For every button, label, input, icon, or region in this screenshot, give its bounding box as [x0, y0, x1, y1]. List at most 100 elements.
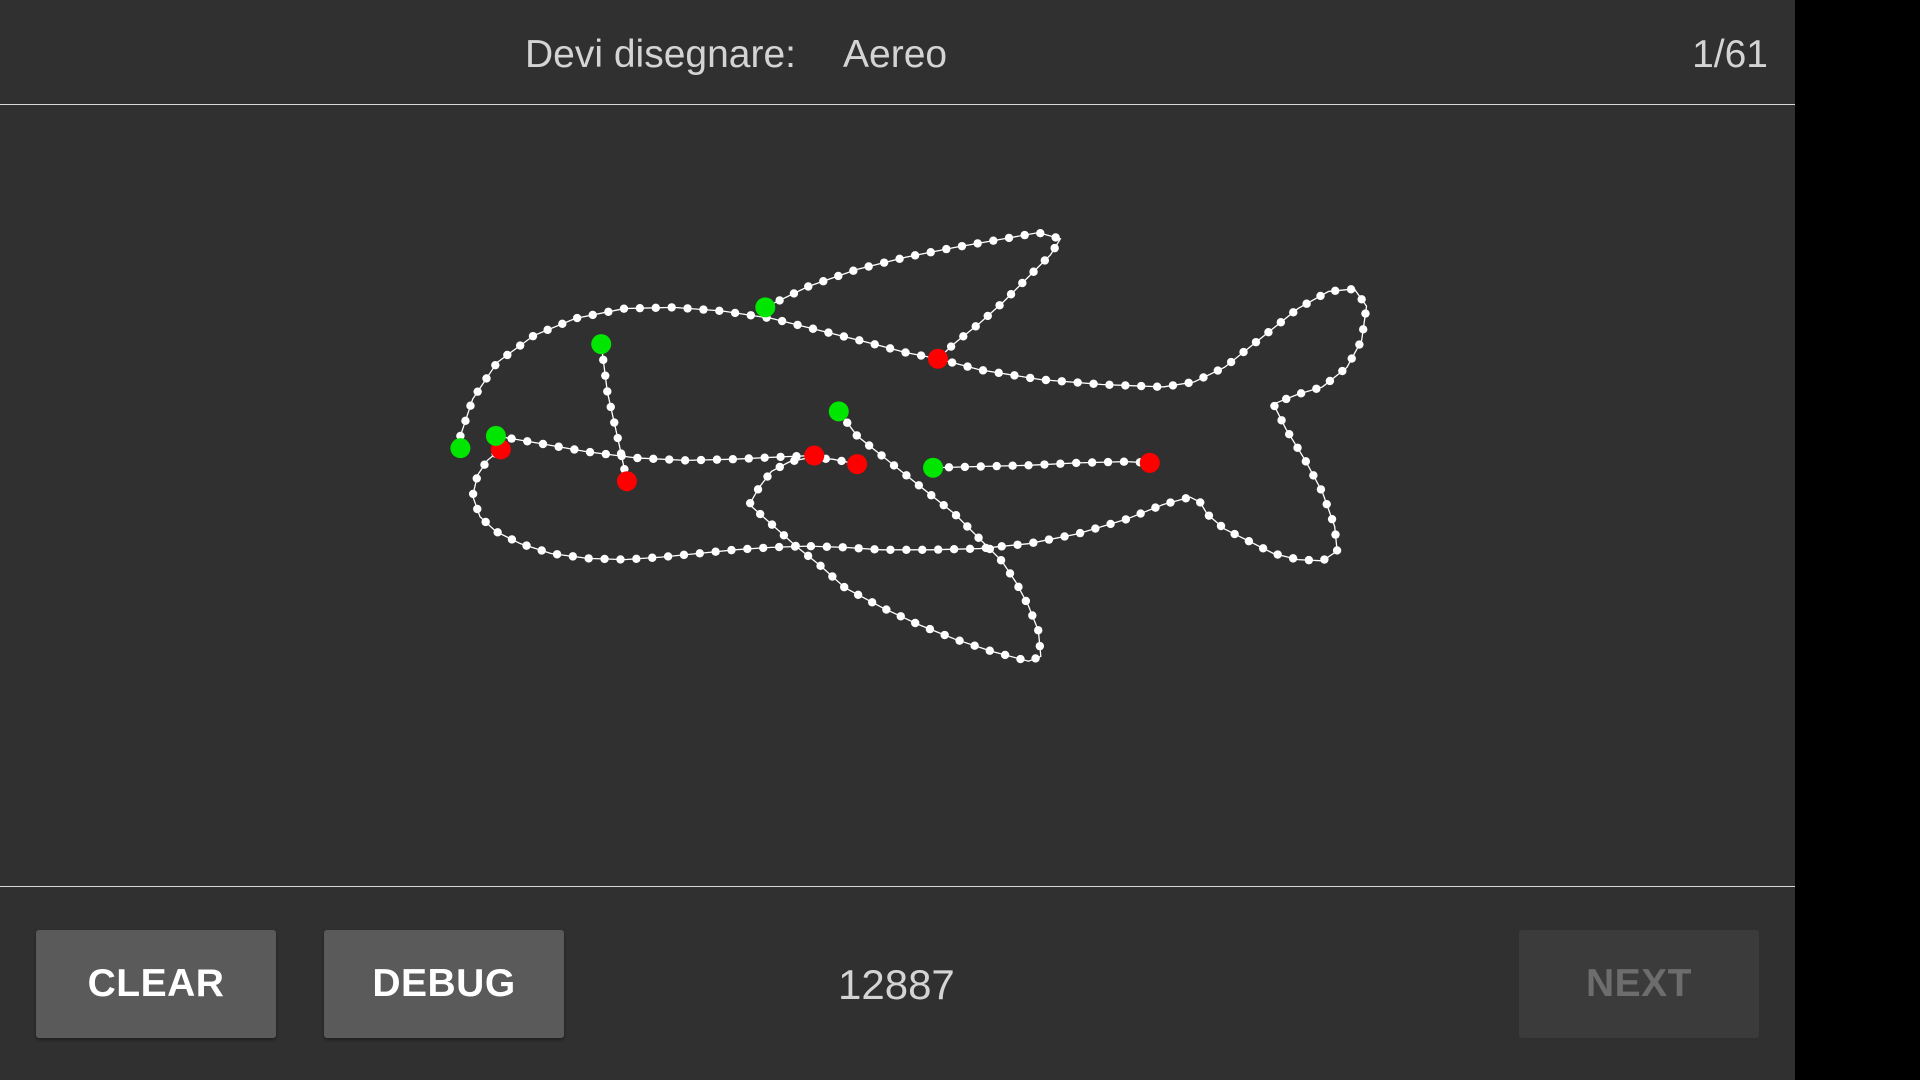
stroke-point	[1014, 582, 1023, 592]
stroke-point	[996, 556, 1006, 565]
stroke-point	[774, 542, 784, 552]
stroke-point	[1301, 457, 1311, 466]
stroke-point	[767, 520, 777, 529]
stroke-point	[759, 543, 768, 553]
stroke-point	[1106, 519, 1115, 529]
stroke-point	[939, 500, 948, 510]
stroke-point	[942, 244, 951, 254]
stroke-point	[461, 416, 470, 426]
stroke-point	[1316, 291, 1325, 301]
stroke-point	[853, 590, 863, 600]
stroke-point	[1006, 290, 1016, 299]
stroke-point	[606, 402, 615, 412]
stroke-point	[1031, 654, 1040, 663]
stroke-point	[543, 325, 552, 335]
stroke-point	[995, 301, 1004, 310]
stroke-point	[730, 308, 740, 318]
stroke-point	[1103, 457, 1113, 467]
stroke-point	[985, 544, 995, 554]
stroke-point	[503, 350, 512, 360]
next-button-disabled[interactable]: NEXT	[1519, 930, 1759, 1038]
stroke-point	[715, 306, 724, 315]
stroke-point	[963, 522, 972, 531]
stroke-point	[1204, 511, 1214, 520]
stroke-point	[1304, 555, 1314, 565]
stroke-point	[482, 374, 491, 383]
stroke-point	[667, 303, 676, 312]
stroke-point	[696, 455, 706, 465]
stroke-point	[1151, 503, 1160, 512]
stroke-point	[695, 549, 704, 558]
stroke-point	[515, 341, 525, 350]
stroke-point	[914, 481, 924, 490]
stroke-point	[1020, 230, 1029, 240]
stroke-point	[779, 531, 789, 540]
stroke-path-2	[459, 288, 1368, 562]
stroke-point	[901, 348, 910, 357]
stroke-point	[957, 241, 967, 251]
stroke-point	[570, 445, 579, 454]
stroke-point	[864, 262, 873, 271]
stroke-point	[834, 271, 843, 281]
stroke-point	[955, 636, 964, 645]
stroke-point	[601, 449, 611, 459]
stroke-point	[775, 462, 784, 472]
stroke-point	[473, 504, 482, 514]
stroke-point	[965, 544, 975, 554]
stroke-point	[603, 387, 612, 396]
stroke-point	[1196, 498, 1205, 507]
prompt-word: Aereo	[843, 33, 948, 76]
stroke-point	[864, 441, 874, 450]
stroke-point	[1105, 380, 1114, 389]
stroke-point	[819, 277, 828, 286]
stroke-point	[1021, 596, 1031, 606]
stroke-point	[585, 447, 595, 457]
stroke-start-marker	[591, 334, 612, 355]
stroke-point	[1226, 357, 1236, 367]
stroke-point	[1213, 366, 1223, 375]
stroke-point	[1018, 278, 1027, 288]
stroke-point	[840, 582, 849, 592]
stroke-point	[1029, 538, 1038, 547]
drawing-canvas[interactable]	[0, 106, 1795, 886]
stroke-point	[1284, 430, 1294, 439]
stroke-point	[839, 332, 849, 341]
stroke-end-marker	[1139, 452, 1160, 473]
stroke-point	[1035, 641, 1045, 651]
stroke-point	[1296, 389, 1306, 398]
stroke-point	[854, 544, 863, 553]
stroke-point	[537, 546, 546, 555]
stroke-point	[554, 442, 563, 451]
stroke-point	[838, 543, 847, 552]
stroke-point	[1357, 295, 1366, 304]
stroke-point	[816, 561, 825, 571]
stroke-point	[994, 368, 1003, 378]
stroke-point	[896, 612, 905, 621]
stroke-point	[507, 535, 517, 544]
stroke-point	[867, 598, 877, 607]
stroke-point	[852, 431, 862, 440]
debug-button[interactable]: DEBUG	[324, 930, 564, 1038]
stroke-point	[1181, 494, 1191, 503]
stroke-point	[599, 355, 608, 365]
stroke-point	[902, 545, 911, 554]
stroke-point	[558, 319, 567, 328]
stroke-point	[926, 248, 935, 257]
stroke-point	[949, 545, 959, 554]
stroke-point	[837, 456, 846, 466]
stroke-point	[1152, 382, 1162, 391]
stroke-point	[951, 511, 961, 520]
clear-button[interactable]: CLEAR	[36, 930, 276, 1038]
stroke-point	[1057, 377, 1067, 386]
stroke-point	[473, 387, 482, 396]
stroke-point	[895, 254, 904, 263]
stroke-point	[849, 266, 858, 275]
stroke-point	[1168, 381, 1178, 390]
stroke-point	[1361, 309, 1370, 318]
stroke-point	[976, 462, 985, 471]
stroke-point	[665, 455, 674, 464]
stroke-point	[699, 305, 708, 314]
stroke-point	[728, 455, 738, 464]
stroke-path-1	[765, 231, 1062, 360]
stroke-point	[910, 251, 920, 260]
